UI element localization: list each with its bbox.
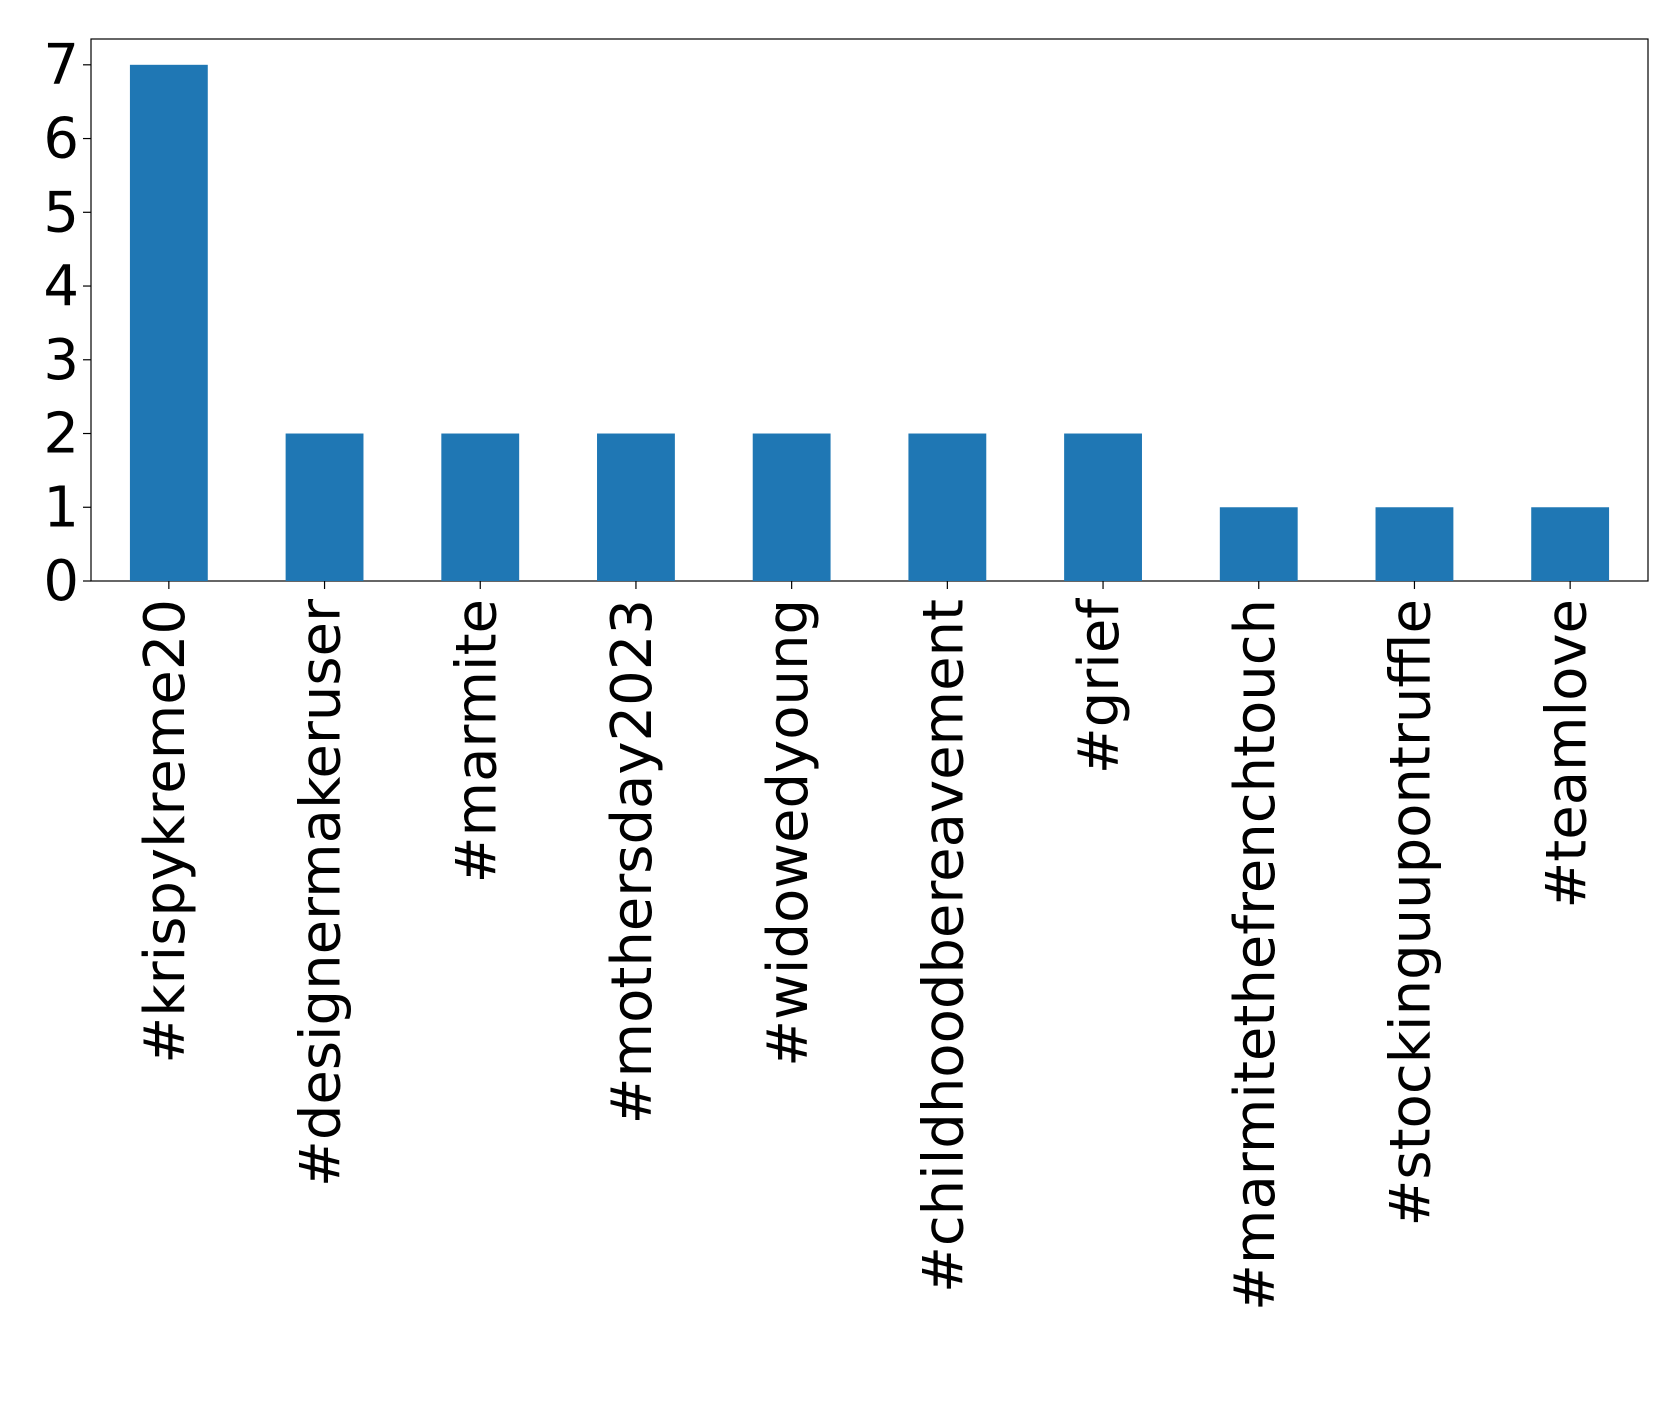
y-tick-label: 3 [43,328,79,393]
x-tick-label: #marmite [444,599,509,883]
x-tick-label: #stockinguupontruffle [1379,599,1444,1226]
x-tick-label: #grief [1067,598,1132,775]
y-tick-label: 1 [43,475,79,540]
y-tick-label: 0 [43,549,79,614]
x-tick-label: #mothersday2023 [600,599,665,1124]
bar [1219,507,1298,581]
x-tick-label: #marmitethefrenchtouch [1223,599,1288,1311]
bar [441,433,520,581]
bar [1375,507,1454,581]
y-tick-label: 2 [43,402,79,467]
y-tick-label: 4 [43,254,79,319]
x-tick-label: #designermakeruser [289,598,354,1187]
plot-frame [90,38,1649,582]
x-tick-label: #childhoodbereavement [911,599,976,1293]
bar [285,433,364,581]
bar [597,433,675,581]
x-tick-label: #widowedyoung [756,599,821,1067]
bar [129,64,208,582]
y-tick-label: 5 [43,180,79,245]
x-tick-label: #teamlove [1534,599,1599,909]
y-tick-label: 7 [43,33,79,98]
bar [1531,507,1610,581]
bar [908,433,987,581]
y-tick-label: 6 [43,107,79,172]
bar [752,433,831,581]
x-tick-label: #krispykreme20 [133,599,198,1064]
bar [1064,433,1142,581]
